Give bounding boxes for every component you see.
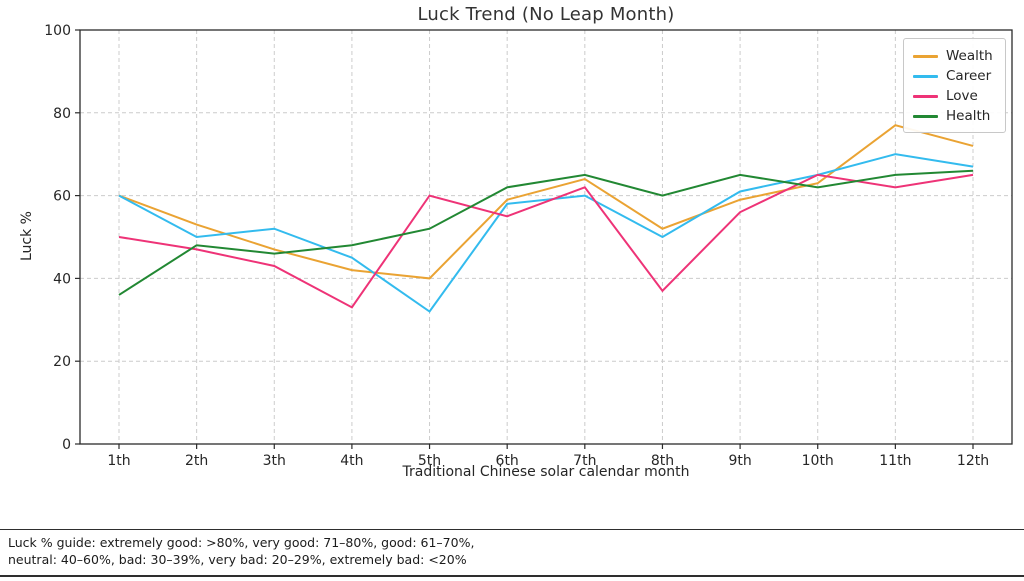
- legend-item-career: Career: [913, 66, 996, 86]
- x-tick-label: 6th: [496, 453, 519, 469]
- legend-item-wealth: Wealth: [913, 46, 996, 66]
- legend-swatch-love: [913, 94, 938, 98]
- series-line-wealth: [118, 124, 974, 280]
- legend-label: Wealth: [946, 48, 993, 64]
- x-tick-label: 4th: [340, 453, 363, 469]
- footer-divider-top: [0, 529, 1024, 530]
- x-tick-label: 11th: [879, 453, 911, 469]
- x-tick-label: 7th: [573, 453, 596, 469]
- chart-title: Luck Trend (No Leap Month): [417, 4, 675, 25]
- legend-swatch-wealth: [913, 54, 938, 58]
- series-line-love: [118, 173, 974, 309]
- y-tick-label: 80: [53, 106, 71, 122]
- x-tick-label: 5th: [418, 453, 441, 469]
- luck-trend-chart: 0 20 40 60 80 100 1th 2th 3th 4th 5th 6th 7th 8th 9th 1…: [44, 23, 1013, 469]
- legend-swatch-career: [913, 74, 938, 78]
- legend-label: Love: [946, 88, 978, 104]
- x-axis-label: Traditional Chinese solar calendar month: [402, 464, 690, 480]
- footer-guide-line-2: neutral: 40–60%, bad: 30–39%, very bad: …: [8, 552, 467, 567]
- legend-label: Career: [946, 68, 992, 84]
- footer-guide-line-1: Luck % guide: extremely good: >80%, very…: [8, 535, 475, 550]
- x-tick-label: 10th: [802, 453, 834, 469]
- legend-swatch-health: [913, 114, 938, 118]
- legend-item-love: Love: [913, 86, 996, 106]
- legend-label: Health: [946, 108, 991, 124]
- x-tick-label: 1th: [107, 453, 130, 469]
- y-tick-label: 20: [53, 354, 71, 370]
- series-line-health: [118, 169, 974, 296]
- legend: Wealth Career Love Health: [903, 38, 1006, 133]
- y-axis-label: Luck %: [19, 211, 35, 261]
- x-tick-label: 3th: [263, 453, 286, 469]
- plot-spines: [79, 29, 1013, 445]
- x-tick-label: 12th: [957, 453, 989, 469]
- legend-item-health: Health: [913, 106, 996, 126]
- x-tick-label: 8th: [651, 453, 674, 469]
- x-tick-label: 2th: [185, 453, 208, 469]
- y-tick-label: 0: [62, 437, 71, 453]
- y-tick-label: 100: [44, 23, 71, 39]
- y-tick-label: 40: [53, 271, 71, 287]
- series-line-career: [118, 153, 974, 313]
- footer-divider-bottom: [0, 575, 1024, 577]
- y-tick-label: 60: [53, 189, 71, 205]
- x-tick-label: 9th: [728, 453, 751, 469]
